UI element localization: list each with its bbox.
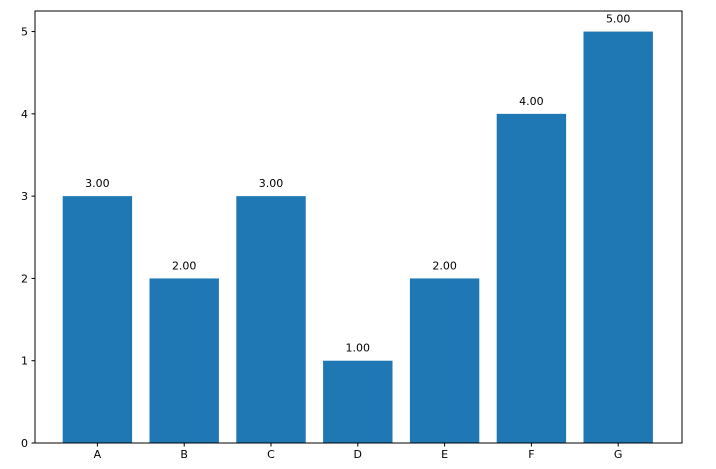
data-label-c: 3.00 xyxy=(259,177,284,190)
data-label-b: 2.00 xyxy=(172,259,197,272)
data-labels: 3.00 2.00 3.00 1.00 2.00 4.00 5.00 xyxy=(85,13,630,355)
y-tick-label-4: 4 xyxy=(21,108,28,121)
bar-d xyxy=(323,360,393,443)
y-tick-label-5: 5 xyxy=(21,26,28,39)
y-tick-label-3: 3 xyxy=(21,190,28,203)
x-tick-label-c: C xyxy=(267,448,275,461)
axes: 0 1 2 3 4 5 A B C D E F G xyxy=(21,10,683,461)
y-tick-label-2: 2 xyxy=(21,272,28,285)
bar-g xyxy=(583,31,653,443)
bar-e xyxy=(409,278,480,443)
bar-c xyxy=(236,196,306,443)
data-label-e: 2.00 xyxy=(432,259,457,272)
x-tick-label-g: G xyxy=(614,448,623,461)
x-tick-label-b: B xyxy=(180,448,188,461)
x-tick-label-f: F xyxy=(528,448,534,461)
bar-b xyxy=(149,278,219,443)
y-tick-label-1: 1 xyxy=(21,355,28,368)
bar-a xyxy=(62,196,133,443)
y-tick-label-0: 0 xyxy=(21,437,28,450)
data-label-d: 1.00 xyxy=(346,342,371,355)
bar-f xyxy=(496,113,567,444)
axes-frame xyxy=(34,10,683,444)
x-tick-label-d: D xyxy=(354,448,362,461)
data-label-g: 5.00 xyxy=(606,13,631,26)
x-tick-label-e: E xyxy=(441,448,448,461)
data-label-f: 4.00 xyxy=(519,95,544,108)
x-tick-label-a: A xyxy=(94,448,102,461)
data-label-a: 3.00 xyxy=(85,177,110,190)
bars xyxy=(62,31,653,444)
